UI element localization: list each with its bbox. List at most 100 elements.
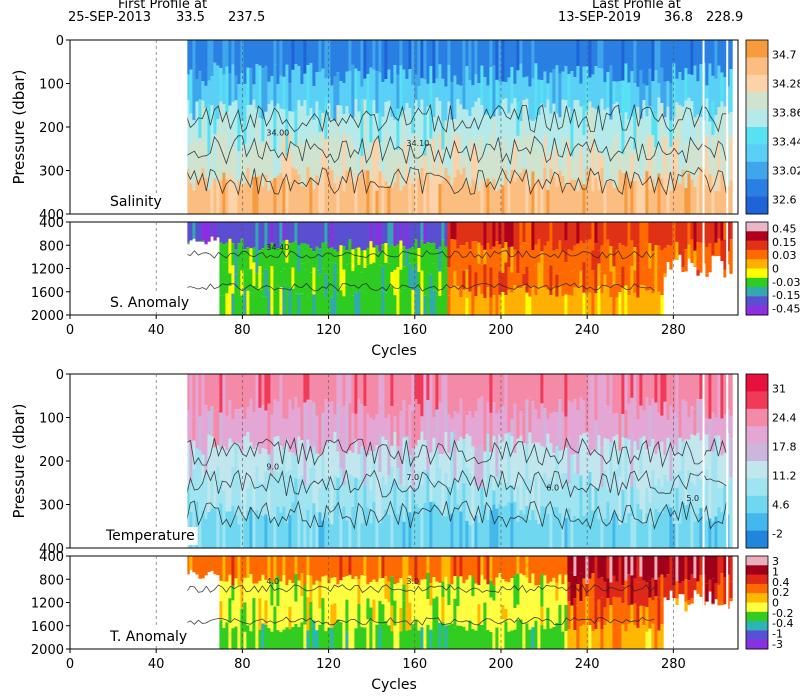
data-cell	[306, 510, 310, 548]
data-cell	[495, 264, 499, 297]
data-cell	[480, 556, 484, 575]
data-cell	[594, 109, 598, 148]
data-cell	[696, 150, 700, 177]
data-cell	[567, 222, 571, 250]
data-cell	[252, 412, 256, 450]
data-cell	[654, 114, 658, 148]
data-cell	[372, 374, 376, 420]
colorbar-segment	[746, 287, 768, 297]
data-cell	[288, 469, 292, 515]
data-cell	[717, 408, 721, 436]
data-cell	[396, 222, 400, 245]
data-cell	[591, 40, 595, 75]
data-cell	[288, 83, 292, 112]
data-cell	[549, 628, 553, 649]
data-cell	[456, 489, 460, 505]
data-cell	[321, 222, 325, 243]
data-cell	[300, 293, 304, 315]
data-cell	[291, 288, 295, 315]
data-cell	[651, 274, 655, 294]
data-cell	[261, 273, 265, 297]
data-cell	[705, 583, 709, 602]
data-cell	[252, 285, 256, 315]
data-cell	[615, 187, 619, 214]
data-cell	[267, 104, 271, 136]
data-cell	[303, 374, 307, 403]
data-cell	[597, 40, 601, 69]
data-cell	[435, 290, 439, 315]
data-cell	[330, 170, 334, 214]
data-cell	[444, 603, 448, 626]
data-cell	[363, 292, 367, 315]
data-cell	[600, 629, 604, 649]
data-cell	[504, 556, 508, 582]
data-cell	[285, 418, 289, 440]
data-cell	[558, 574, 562, 605]
data-cell	[378, 289, 382, 315]
data-cell	[546, 222, 550, 242]
data-cell	[417, 470, 421, 508]
data-cell	[573, 374, 577, 400]
data-cell	[297, 604, 301, 628]
data-cell	[642, 625, 646, 649]
data-cell	[612, 556, 616, 576]
data-cell	[603, 556, 607, 582]
data-cell	[597, 487, 601, 520]
data-cell	[192, 135, 196, 191]
data-cell	[459, 511, 463, 548]
data-cell	[270, 556, 274, 582]
data-cell	[384, 292, 388, 315]
data-cell	[327, 607, 331, 628]
data-cell	[276, 436, 280, 473]
data-cell	[483, 504, 487, 548]
data-cell	[591, 289, 595, 315]
data-cell	[246, 556, 250, 579]
data-cell	[234, 601, 238, 627]
data-cell	[414, 293, 418, 315]
data-cell	[501, 556, 505, 579]
data-cell	[513, 556, 517, 576]
data-cell	[576, 155, 580, 192]
data-cell	[279, 271, 283, 288]
data-cell	[678, 523, 682, 548]
data-cell	[615, 40, 619, 82]
data-cell	[192, 66, 196, 121]
data-cell	[264, 556, 268, 580]
data-cell	[225, 293, 229, 315]
data-cell	[270, 581, 274, 606]
data-cell	[330, 471, 334, 525]
data-cell	[345, 576, 349, 600]
data-cell	[594, 147, 598, 178]
data-cell	[204, 40, 208, 86]
data-cell	[309, 575, 313, 602]
data-cell	[666, 480, 670, 505]
data-cell	[690, 179, 694, 214]
data-cell	[453, 40, 457, 76]
data-cell	[486, 271, 490, 287]
data-cell	[336, 155, 340, 175]
data-cell	[303, 40, 307, 74]
data-cell	[360, 523, 364, 548]
data-cell	[648, 597, 652, 629]
data-cell	[651, 81, 655, 110]
data-cell	[240, 73, 244, 122]
data-cell	[315, 580, 319, 603]
data-cell	[297, 272, 301, 295]
data-cell	[432, 598, 436, 631]
data-cell	[375, 71, 379, 114]
data-cell	[306, 374, 310, 400]
data-cell	[207, 480, 211, 513]
data-cell	[426, 83, 430, 107]
data-cell	[291, 374, 295, 410]
data-cell	[342, 506, 346, 548]
data-cell	[345, 454, 349, 481]
data-cell	[327, 520, 331, 548]
data-cell	[480, 65, 484, 106]
data-cell	[633, 149, 637, 181]
data-cell	[639, 509, 643, 548]
data-cell	[387, 222, 391, 247]
data-cell	[195, 40, 199, 79]
data-cell	[660, 415, 664, 442]
colorbar-tick-label: 0.15	[772, 236, 797, 249]
data-cell	[618, 406, 622, 451]
